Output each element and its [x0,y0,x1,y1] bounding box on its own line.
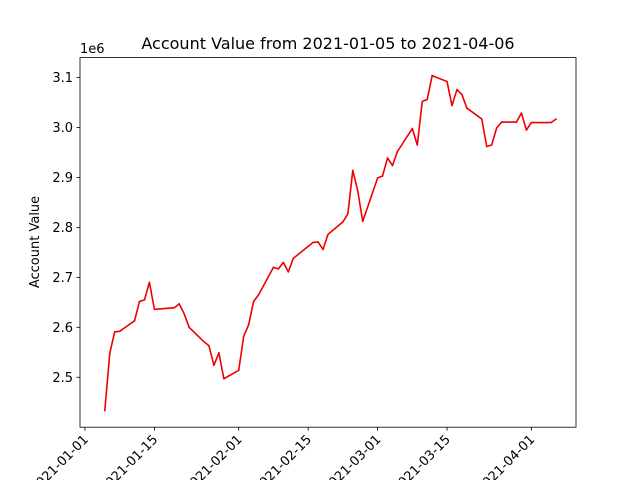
data-point [386,157,389,159]
y-tick-label: 2.5 [52,371,73,386]
data-point [451,104,453,107]
data-point [485,145,488,148]
data-point [287,271,290,273]
plot-content [104,74,557,412]
data-point [183,313,185,315]
data-point [252,300,255,303]
x-tick-label: 2021-03-15 [390,432,454,480]
x-tick-label: 2021-02-15 [251,432,315,480]
series-line [104,74,557,411]
data-point [322,248,324,251]
y-axis-label: Account Value [28,196,43,288]
data-point [466,107,468,109]
data-point [208,344,210,347]
data-point [327,233,329,236]
data-point [188,326,190,329]
data-point [515,121,518,123]
data-point [456,88,458,91]
data-point [525,129,528,131]
data-point [237,369,240,372]
data-point [317,241,319,243]
data-point [490,144,493,146]
data-point [530,121,533,124]
data-point [292,257,295,260]
data-point [500,121,503,123]
y-offset-label: 1e6 [80,42,105,57]
data-point [555,118,557,120]
chart-title: Account Value from 2021-01-05 to 2021-04… [141,34,514,53]
y-tick-label: 2.8 [52,221,73,236]
data-point [431,74,433,77]
data-point [178,303,180,305]
y-tick-label: 3.1 [52,71,73,86]
plot-frame [79,57,577,428]
data-point [376,177,379,179]
data-point [391,164,394,167]
data-point [272,266,275,269]
data-point [342,221,344,223]
data-point [153,308,156,311]
x-tick-label: 2021-02-01 [182,432,246,480]
x-tick-label: 2021-03-01 [320,432,384,480]
data-point [426,98,429,101]
x-tick-label: 2021-01-01 [28,432,92,480]
data-point [461,93,463,96]
data-point [108,352,111,355]
data-point [361,220,364,223]
data-point [356,190,359,192]
data-point [257,294,260,296]
y-tick-label: 3.0 [52,121,73,136]
data-point [223,377,225,380]
data-point [411,127,414,130]
x-tick-label: 2021-01-15 [97,432,161,480]
data-point [381,175,384,177]
data-point [277,268,280,270]
data-point [203,340,205,343]
data-point [173,307,176,309]
data-point [495,127,498,129]
data-point [218,351,220,354]
data-point [213,364,215,367]
data-point [550,121,552,124]
data-point [421,100,424,103]
data-point [247,324,250,326]
data-point [446,80,448,83]
data-point [104,409,106,412]
data-point [480,118,483,120]
data-point [347,213,349,215]
y-tick-label: 2.6 [52,321,73,336]
data-point [352,169,354,172]
y-tick-label: 2.9 [52,171,73,186]
data-point [242,335,245,338]
x-tick-label: 2021-04-01 [474,432,538,480]
data-point [416,144,419,146]
y-tick-label: 2.7 [52,271,73,286]
data-point [312,241,314,244]
data-point [282,261,285,264]
data-point [396,150,399,153]
data-point [113,331,116,333]
data-point [143,299,146,301]
data-point [133,320,136,322]
axis-ticks: 2.5 2.6 2.7 2.8 2.9 3.0 3.1 2021-01-01 2021-01-1… [28,71,538,480]
data-point [118,330,121,333]
data-point [148,281,151,284]
data-point [520,112,523,114]
data-point [138,300,141,303]
